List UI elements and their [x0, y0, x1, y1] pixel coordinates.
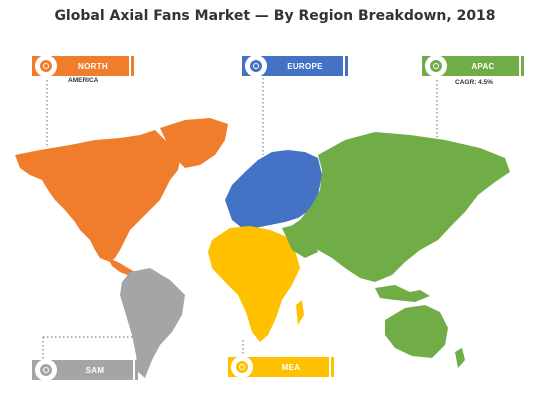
callout-stripe	[129, 56, 131, 76]
apac-callout: APAC	[422, 55, 524, 77]
middle-east-region	[282, 224, 318, 258]
chart-title: Global Axial Fans Market — By Region Bre…	[54, 8, 496, 24]
southeast-asia-islands	[375, 285, 430, 302]
new-zealand-region	[455, 348, 465, 368]
madagascar-region	[296, 300, 304, 325]
africa-region	[208, 226, 300, 342]
target-icon	[231, 356, 253, 378]
europe-callout: EUROPE	[242, 55, 348, 77]
callout-stripe	[133, 360, 135, 380]
sam-callout: SAM	[32, 359, 138, 381]
target-icon	[35, 359, 57, 381]
apac-label: APAC	[471, 61, 495, 71]
apac-cagr-label: CAGR: 4.5%	[455, 79, 493, 86]
target-icon	[245, 55, 267, 77]
target-icon	[35, 55, 57, 77]
greenland-region	[160, 118, 228, 168]
central-america-region	[108, 258, 135, 276]
north-america-callout: NORTH	[32, 55, 134, 77]
callout-stripe	[519, 56, 521, 76]
europe-region	[225, 150, 322, 228]
australia-region	[385, 305, 448, 358]
mea-label: MEA	[281, 362, 301, 372]
sam-label: SAM	[85, 365, 105, 375]
south-america-region	[120, 268, 185, 378]
north-america-region	[15, 130, 180, 262]
callout-stripe	[343, 56, 345, 76]
europe-label: EUROPE	[287, 61, 323, 71]
asia-region	[288, 132, 510, 282]
north-america-label: NORTH	[78, 61, 108, 71]
mea-callout: MEA	[228, 356, 334, 378]
target-icon	[425, 55, 447, 77]
north-america-sublabel: AMERICA	[68, 77, 99, 84]
callout-stripe	[329, 357, 331, 377]
